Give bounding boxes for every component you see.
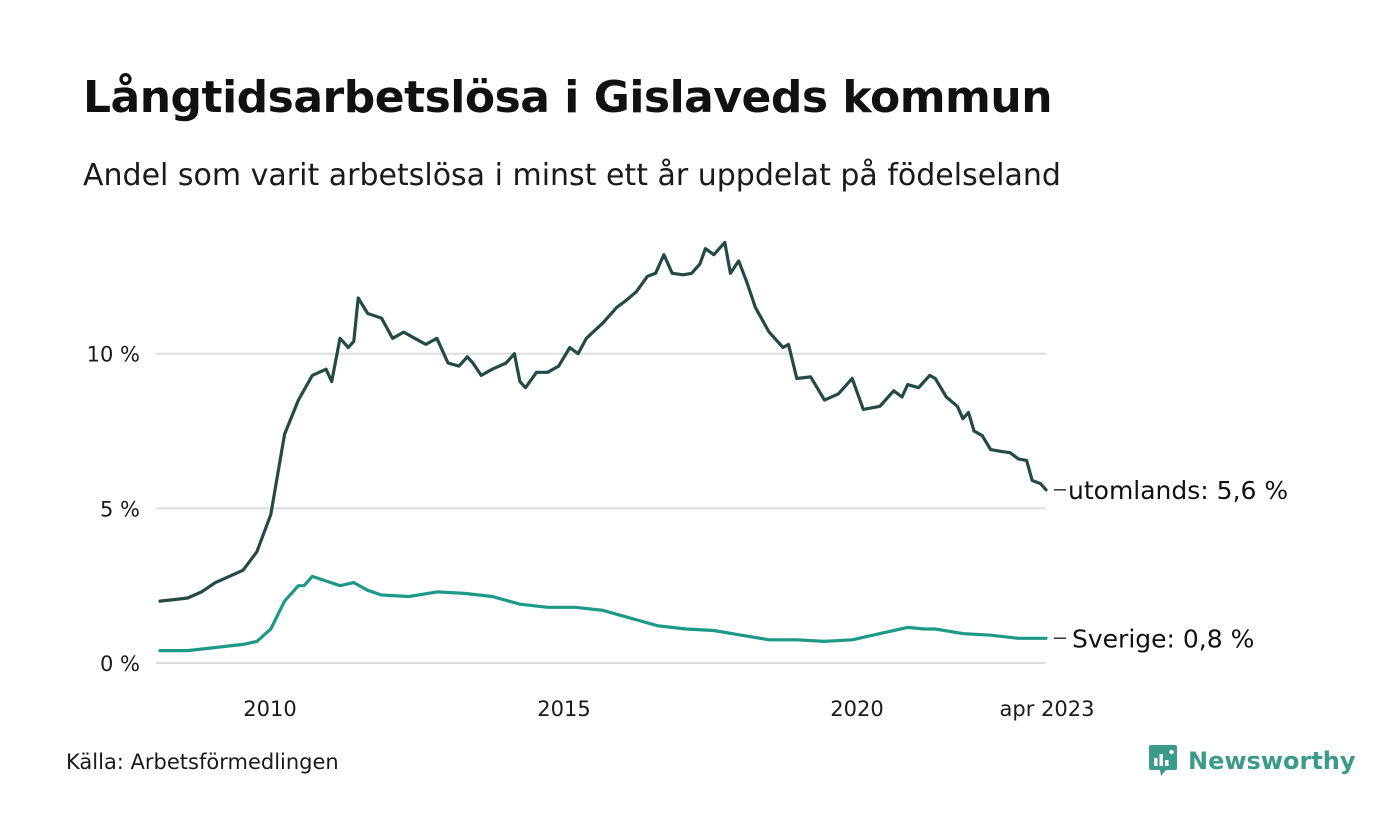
source-note: Källa: Arbetsförmedlingen xyxy=(66,750,339,774)
y-axis: 0 % 5 % 10 % xyxy=(87,343,140,676)
newsworthy-logo-icon xyxy=(1149,745,1177,776)
y-tick-label: 5 % xyxy=(100,497,140,521)
grid-layer xyxy=(156,352,1046,664)
y-tick-label: 0 % xyxy=(100,652,140,676)
series-line-sverige xyxy=(158,574,1048,653)
chart-subtitle: Andel som varit arbetslösa i minst ett å… xyxy=(83,158,1061,193)
brand-name: Newsworthy xyxy=(1188,747,1356,775)
series-line-utomlands xyxy=(158,240,1048,603)
x-tick-label: 2020 xyxy=(830,697,883,721)
x-tick-label: apr 2023 xyxy=(1000,697,1095,721)
chart-title: Långtidsarbetslösa i Gislaveds kommun xyxy=(83,72,1053,123)
x-axis: 2010 2015 2020 apr 2023 xyxy=(243,697,1094,721)
end-label-sverige: Sverige: 0,8 % xyxy=(1072,624,1254,653)
x-tick-label: 2010 xyxy=(243,697,296,721)
y-tick-label: 10 % xyxy=(87,343,140,367)
series-layer xyxy=(158,240,1048,653)
end-labels: utomlands: 5,6 % Sverige: 0,8 % xyxy=(1054,476,1288,653)
brand: Newsworthy xyxy=(1148,744,1356,778)
x-tick-label: 2015 xyxy=(537,697,590,721)
end-label-utomlands: utomlands: 5,6 % xyxy=(1068,476,1288,505)
